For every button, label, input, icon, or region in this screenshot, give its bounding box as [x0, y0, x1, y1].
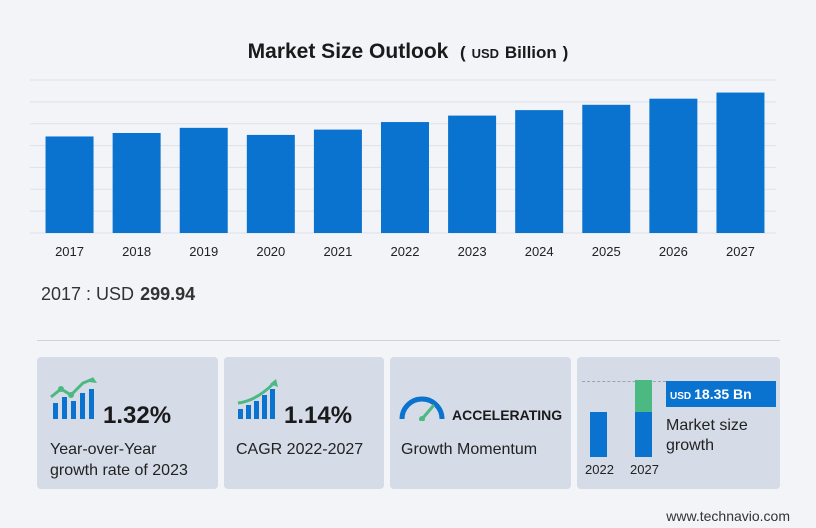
yoy-line2: growth rate of 2023: [50, 462, 188, 479]
cagr-chart-icon: [237, 379, 278, 419]
market-line1: Market size: [666, 417, 748, 434]
x-tick-2027: 2027: [726, 244, 755, 259]
chart-title: Market Size Outlook ( USD Billion ): [0, 40, 816, 64]
growth-chart-icon: [50, 377, 97, 419]
badge-unit: USD: [670, 391, 692, 402]
momentum-value: ACCELERATING: [452, 407, 563, 423]
x-tick-2018: 2018: [122, 244, 151, 259]
cagr-label: CAGR 2022-2027: [236, 441, 364, 458]
cagr-card: 1.14% CAGR 2022-2027: [224, 357, 384, 489]
baseline-dash: [582, 381, 666, 382]
badge-value: 18.35 Bn: [694, 386, 752, 402]
x-tick-2024: 2024: [525, 244, 554, 259]
momentum-card: ACCELERATING Growth Momentum: [390, 357, 571, 489]
x-tick-2017: 2017: [55, 244, 84, 259]
bar-2021: [313, 129, 362, 233]
market-growth-card: 2022 2027 Market size growth: [577, 357, 780, 489]
bar-2017: [45, 136, 94, 233]
bar-chart: 2017 2018 2019 2020 2021 2022 2023 2024 2025 2026…: [30, 79, 776, 259]
cagr-value: 1.14%: [284, 402, 353, 429]
year-end: 2027: [630, 462, 659, 477]
yoy-card: 1.32% Year-over-Year growth rate of 2023: [37, 357, 218, 489]
bar-2027: [716, 92, 765, 233]
unit-close: ): [562, 43, 569, 62]
bar-2024: [515, 110, 564, 233]
bar-2025: [582, 104, 631, 233]
base-year-text: 2017 : USD: [41, 284, 135, 304]
x-tick-2023: 2023: [458, 244, 487, 259]
x-tick-2019: 2019: [189, 244, 218, 259]
bar-2026: [649, 98, 698, 234]
bar-2023: [448, 115, 497, 233]
base-year-value: 299.94: [140, 284, 196, 304]
year-start: 2022: [585, 462, 614, 477]
unit-small: USD: [471, 46, 500, 61]
unit-big: Billion: [504, 43, 557, 62]
x-tick-2021: 2021: [323, 244, 352, 259]
market-line2: growth: [666, 437, 715, 454]
unit-open: (: [460, 43, 466, 62]
x-tick-2022: 2022: [391, 244, 420, 259]
yoy-line1: Year-over-Year: [50, 441, 157, 458]
bar-2022: [381, 122, 429, 233]
speedometer-icon: [399, 396, 445, 421]
bar-2018: [112, 132, 161, 233]
momentum-label: Growth Momentum: [401, 441, 538, 458]
x-tick-2025: 2025: [592, 244, 621, 259]
yoy-value: 1.32%: [103, 402, 172, 429]
market-growth-badge: USD 18.35 Bn: [666, 381, 776, 407]
bar-2019: [179, 127, 228, 233]
bar-2022: [590, 412, 607, 457]
bar-2027-growth: [635, 380, 652, 412]
bar-2020: [246, 134, 295, 233]
divider: [37, 340, 780, 341]
x-tick-2026: 2026: [659, 244, 688, 259]
base-year-label: 2017 : USD 299.94: [41, 284, 195, 305]
footer-url: www.technavio.com: [666, 508, 790, 524]
x-tick-2020: 2020: [256, 244, 285, 259]
bar-2027-base: [635, 412, 652, 457]
title-text: Market Size Outlook: [247, 40, 449, 63]
